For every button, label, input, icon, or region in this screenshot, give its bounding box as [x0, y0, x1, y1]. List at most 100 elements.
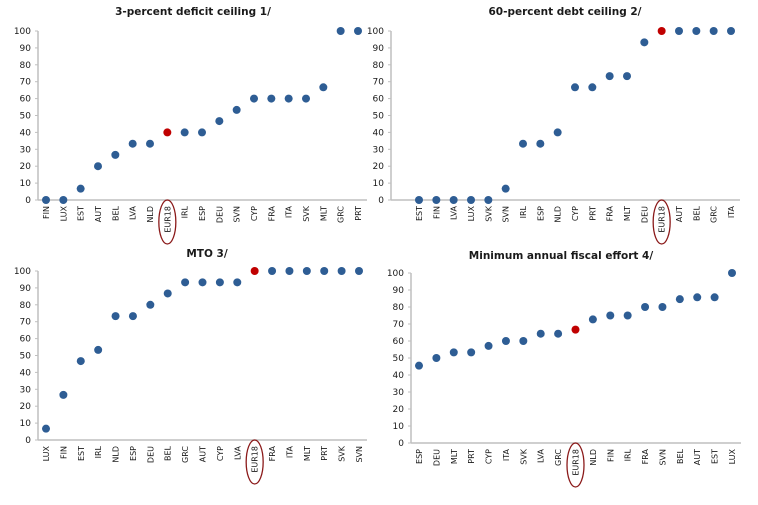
x-tick-label: PRT — [320, 446, 329, 461]
y-tick-label: 10 — [20, 419, 32, 429]
data-point — [267, 94, 276, 103]
x-tick-label: LVA — [450, 205, 459, 220]
data-point — [302, 267, 311, 275]
data-point — [94, 162, 102, 171]
y-tick-label: 30 — [393, 388, 405, 398]
x-tick-label: SVK — [338, 445, 347, 462]
highlight-circle — [158, 199, 177, 245]
y-tick-label: 30 — [20, 385, 32, 395]
x-tick-label: ESP — [415, 449, 424, 464]
data-point — [111, 312, 120, 321]
x-tick-label: EST — [77, 446, 86, 461]
x-tick-label: LUX — [467, 205, 476, 221]
data-point — [432, 354, 441, 362]
x-tick-label: IRL — [181, 205, 190, 218]
data-point — [128, 139, 137, 148]
x-tick-label: LUX — [42, 445, 51, 461]
data-point — [588, 315, 597, 324]
y-tick-label: 50 — [393, 354, 405, 364]
data-point — [128, 312, 137, 321]
y-tick-label: 100 — [14, 27, 31, 37]
data-point — [59, 390, 68, 399]
y-tick-label: 50 — [20, 112, 32, 122]
x-tick-label: SVK — [302, 205, 311, 222]
data-point — [536, 329, 545, 338]
highlight-circle — [245, 439, 264, 485]
x-tick-label: DEU — [640, 206, 649, 223]
data-point — [675, 27, 683, 35]
x-tick-label: CYP — [571, 206, 580, 221]
y-tick-label: 0 — [378, 196, 384, 206]
x-tick-label: DEU — [215, 206, 224, 223]
data-point — [484, 341, 493, 350]
data-point — [553, 128, 562, 137]
x-tick-label: FRA — [267, 205, 276, 221]
chart-title: MTO 3/ — [186, 248, 227, 260]
y-tick-label: 100 — [367, 27, 384, 37]
data-point — [59, 196, 68, 204]
x-tick-label: EST — [711, 449, 720, 464]
data-point — [501, 337, 510, 345]
data-point — [501, 184, 510, 193]
y-tick-label: 80 — [373, 61, 385, 71]
x-tick-label: SVN — [658, 449, 667, 466]
x-tick-label: EST — [77, 206, 86, 221]
data-point — [232, 105, 241, 114]
data-point — [355, 267, 363, 275]
x-tick-label: LUX — [59, 205, 68, 221]
x-tick-label: ESP — [536, 206, 545, 221]
x-tick-label: NLD — [112, 446, 121, 463]
x-tick-label: GRC — [337, 206, 346, 223]
chart-panel-1: 3-percent deficit ceiling 1/0 10 20 30 40 50 6… — [14, 6, 367, 245]
x-tick-label: FRA — [641, 448, 650, 464]
y-tick-label: 70 — [373, 78, 385, 88]
data-point — [623, 311, 632, 320]
x-tick-label: EST — [415, 206, 424, 221]
data-point — [675, 295, 684, 304]
y-tick-label: 90 — [393, 286, 405, 296]
data-point — [250, 94, 258, 103]
x-tick-label: FIN — [432, 206, 441, 219]
y-tick-label: 50 — [373, 112, 385, 122]
data-point-highlight — [163, 128, 172, 137]
data-point — [76, 184, 85, 193]
data-point — [336, 27, 345, 35]
x-tick-label: GRC — [181, 446, 190, 463]
x-tick-label: EUR18 — [658, 206, 667, 233]
highlight-circle — [652, 199, 671, 245]
data-point — [467, 196, 475, 204]
x-tick-label: BEL — [676, 448, 685, 464]
data-point — [432, 196, 441, 204]
x-tick-label: AUT — [94, 206, 103, 222]
x-tick-label: SVN — [355, 446, 364, 463]
data-point — [536, 139, 545, 148]
x-tick-label: LUX — [728, 448, 737, 464]
data-point — [215, 278, 224, 287]
x-tick-label: LVA — [233, 445, 242, 460]
x-tick-label: ITA — [285, 205, 294, 218]
x-tick-label: EUR18 — [163, 206, 172, 233]
x-tick-label: BEL — [164, 445, 173, 461]
data-point — [320, 267, 329, 275]
x-tick-label: LVA — [129, 205, 138, 220]
y-tick-label: 30 — [20, 145, 32, 155]
x-tick-label: PRT — [467, 449, 476, 464]
data-point — [94, 345, 103, 354]
x-tick-label: CYP — [250, 206, 259, 221]
y-tick-label: 80 — [20, 301, 32, 311]
data-point — [42, 196, 50, 204]
x-tick-label: CYP — [485, 449, 494, 464]
x-tick-label: SVK — [519, 448, 528, 465]
data-point — [467, 348, 476, 357]
data-point — [519, 139, 527, 148]
data-point-highlight — [571, 325, 580, 334]
data-point — [484, 196, 493, 204]
x-tick-label: ITA — [727, 205, 736, 218]
y-tick-label: 0 — [25, 436, 31, 446]
y-tick-label: 60 — [20, 95, 32, 105]
data-point — [198, 278, 207, 287]
data-point — [554, 329, 563, 338]
y-tick-label: 0 — [25, 196, 31, 206]
y-tick-label: 90 — [20, 44, 32, 54]
data-point — [519, 337, 528, 345]
